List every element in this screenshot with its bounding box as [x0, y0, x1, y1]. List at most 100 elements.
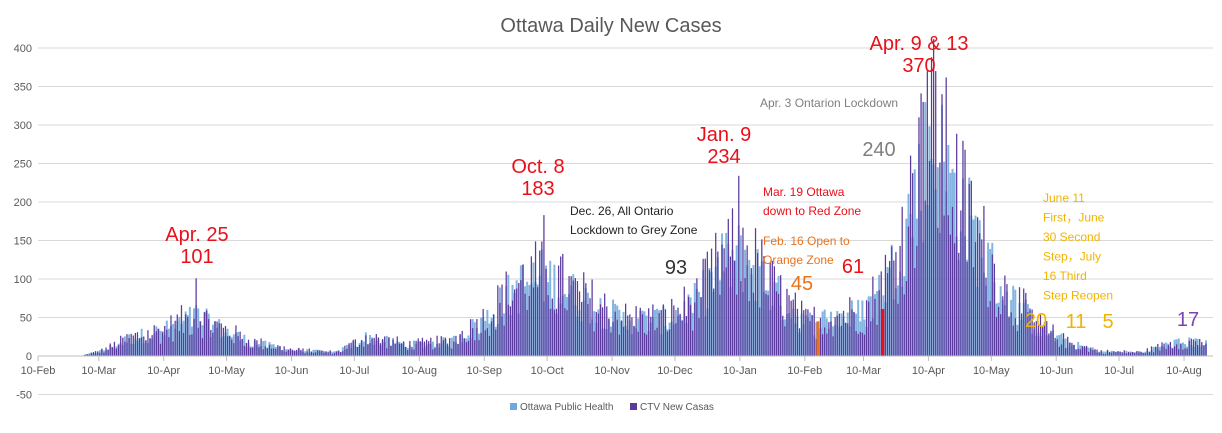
bar-ctv-new-casas: [426, 340, 427, 356]
bar-ctv-new-casas: [294, 351, 295, 356]
bar-ctv-new-casas: [392, 340, 393, 356]
bar-ctv-new-casas: [483, 309, 484, 356]
bar-ctv-new-casas: [1059, 347, 1060, 356]
bar-ctv-new-casas: [353, 340, 354, 356]
bar-ctv-new-casas: [671, 299, 672, 356]
bar-ctv-new-casas: [554, 310, 555, 356]
bar-ctv-new-casas: [325, 351, 326, 356]
bar-ctv-new-casas: [411, 347, 412, 356]
bar-ctv-new-casas: [177, 314, 178, 356]
bar-ctv-new-casas: [522, 264, 523, 356]
bar-ctv-new-casas: [933, 39, 934, 356]
bar-ctv-new-casas: [587, 304, 588, 356]
bar-ctv-new-casas: [811, 315, 812, 356]
bar-ctv-new-casas: [210, 330, 211, 356]
bar-ctv-new-casas: [805, 309, 806, 356]
bar-ctv-new-casas: [830, 321, 831, 356]
bar-ctv-new-casas: [227, 336, 228, 356]
bar-ctv-new-casas: [939, 163, 940, 356]
bar-ctv-new-casas: [969, 184, 970, 356]
y-tick-label: 50: [20, 313, 32, 325]
bar-ctv-new-casas: [1189, 341, 1190, 356]
bar-ctv-new-casas: [1088, 352, 1089, 356]
legend-label: CTV New Casas: [640, 402, 714, 413]
y-tick-label: 100: [14, 274, 32, 286]
y-tick-label: 150: [14, 236, 32, 248]
x-tick-label: 10-Jul: [339, 365, 369, 377]
bar-ctv-new-casas: [801, 301, 802, 356]
bar-ctv-new-casas: [147, 330, 148, 356]
bar-ctv-new-casas: [1155, 347, 1156, 356]
bar-ctv-new-casas: [610, 333, 611, 356]
bar-ctv-new-casas: [621, 320, 622, 356]
bar-ctv-new-casas: [960, 210, 961, 356]
bar-ctv-new-casas: [803, 310, 804, 356]
bar-ctv-new-casas: [642, 314, 643, 356]
bar-ctv-new-casas: [866, 300, 867, 356]
bar-ctv-new-casas: [269, 345, 270, 356]
bar-ctv-new-casas: [740, 281, 741, 356]
bar-ctv-new-casas: [985, 278, 986, 356]
bar-ctv-new-casas: [355, 339, 356, 356]
bar-ctv-new-casas: [711, 249, 712, 356]
bar-ctv-new-casas: [323, 353, 324, 356]
bar-ctv-new-casas: [1115, 352, 1116, 356]
bar-ctv-new-casas: [466, 342, 467, 356]
bar-ctv-new-casas: [872, 277, 873, 356]
bar-ctv-new-casas: [338, 351, 339, 356]
bar-ctv-new-casas: [344, 346, 345, 356]
x-tick-label: 10-Aug: [402, 365, 437, 377]
bar-ctv-new-casas: [552, 299, 553, 356]
bar-ctv-new-casas: [97, 351, 98, 356]
highlight-bar: [881, 309, 884, 356]
bar-ctv-new-casas: [598, 314, 599, 356]
bar-ctv-new-casas: [158, 329, 159, 356]
bar-ctv-new-casas: [518, 283, 519, 356]
bar-ctv-new-casas: [629, 314, 630, 356]
bar-ctv-new-casas: [784, 326, 785, 356]
bar-ctv-new-casas: [1073, 345, 1074, 356]
bar-ctv-new-casas: [196, 278, 197, 356]
bar-ctv-new-casas: [912, 173, 913, 356]
bar-ctv-new-casas: [1140, 352, 1141, 356]
bar-ctv-new-casas: [996, 317, 997, 356]
bar-ctv-new-casas: [506, 272, 507, 356]
bar-ctv-new-casas: [935, 71, 936, 356]
bar-ctv-new-casas: [105, 348, 106, 356]
bar-ctv-new-casas: [296, 350, 297, 356]
bar-ctv-new-casas: [927, 71, 928, 356]
bar-ctv-new-casas: [556, 309, 557, 356]
bar-ctv-new-casas: [114, 342, 115, 356]
bar-ctv-new-casas: [782, 316, 783, 356]
bar-ctv-new-casas: [267, 348, 268, 356]
bar-ctv-new-casas: [1094, 349, 1095, 356]
bar-ctv-new-casas: [256, 340, 257, 356]
bar-ctv-new-casas: [204, 312, 205, 356]
bar-ctv-new-casas: [979, 233, 980, 356]
bar-ctv-new-casas: [780, 275, 781, 356]
x-tick-label: 10-Nov: [594, 365, 630, 377]
bar-ctv-new-casas: [516, 288, 517, 356]
bar-ctv-new-casas: [560, 256, 561, 356]
bar-ctv-new-casas: [376, 334, 377, 356]
bar-ctv-new-casas: [1184, 348, 1185, 356]
bar-ctv-new-casas: [577, 281, 578, 356]
bar-ctv-new-casas: [476, 319, 477, 356]
bar-ctv-new-casas: [283, 346, 284, 356]
bar-ctv-new-casas: [686, 316, 687, 356]
bar-ctv-new-casas: [604, 294, 605, 356]
bar-ctv-new-casas: [562, 254, 563, 356]
annotation-apr-240: 240: [862, 139, 895, 161]
legend-item: CTV New Casas: [630, 402, 714, 413]
bar-ctv-new-casas: [445, 338, 446, 356]
bar-ctv-new-casas: [223, 328, 224, 356]
bar-ctv-new-casas: [990, 301, 991, 356]
bar-ctv-new-casas: [491, 321, 492, 356]
bar-ctv-new-casas: [1071, 343, 1072, 356]
bar-ctv-new-casas: [967, 262, 968, 356]
bar-ctv-new-casas: [1147, 348, 1148, 356]
bar-ctv-new-casas: [221, 323, 222, 356]
bar-ctv-new-casas: [596, 312, 597, 356]
